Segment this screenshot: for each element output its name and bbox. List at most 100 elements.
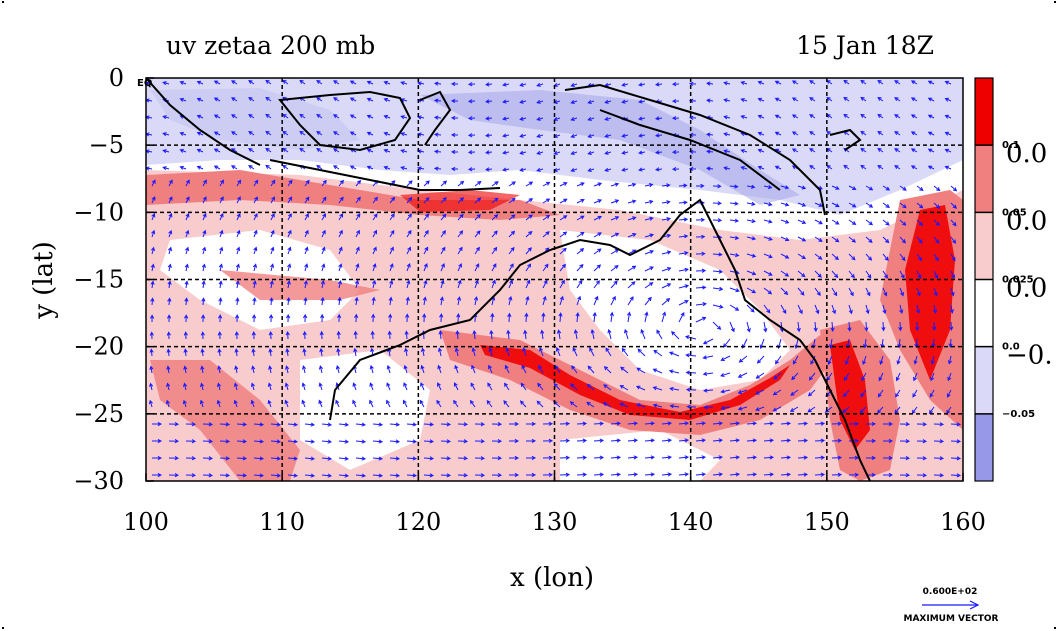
- wind-vector: [162, 149, 170, 154]
- wind-vector: [406, 196, 413, 204]
- wind-vector: [236, 212, 241, 221]
- wind-vector: [474, 246, 480, 255]
- x-tick-label: 150: [804, 508, 850, 536]
- wind-vector: [774, 97, 782, 102]
- wind-vector: [895, 372, 901, 382]
- wind-vector: [231, 80, 238, 85]
- wind-vector: [910, 131, 918, 136]
- wind-vector: [950, 219, 957, 227]
- wind-vector: [542, 214, 551, 221]
- wind-vector: [406, 439, 418, 444]
- wind-vector: [638, 150, 646, 155]
- wind-vector: [757, 114, 765, 119]
- wind-vector: [168, 229, 173, 238]
- wind-vector: [644, 266, 654, 272]
- wind-vector: [933, 422, 945, 427]
- wind-vector: [848, 455, 860, 460]
- wind-vector: [150, 280, 155, 289]
- wind-vector: [403, 364, 408, 374]
- wind-vector: [168, 421, 180, 427]
- wind-vector: [814, 421, 826, 426]
- wind-vector: [916, 304, 921, 314]
- wind-vector: [763, 438, 775, 443]
- wind-vector: [389, 196, 396, 204]
- y-axis: 0 −5 −10 −15 −20 −25 −30: [73, 64, 154, 495]
- wind-vector: [878, 372, 884, 382]
- wind-vector: [321, 213, 327, 221]
- wind-vector: [403, 382, 408, 391]
- wind-vector: [179, 165, 187, 170]
- wind-vector: [593, 199, 603, 204]
- wind-vector: [712, 472, 724, 477]
- wind-vector: [738, 355, 748, 363]
- wind-vector: [253, 456, 265, 461]
- wind-vector: [848, 287, 854, 297]
- wind-vector: [216, 399, 221, 408]
- wind-vector: [473, 296, 479, 306]
- wind-vector: [589, 347, 595, 357]
- wind-vector: [654, 133, 663, 138]
- wind-vector: [944, 148, 952, 153]
- wind-vector: [485, 150, 493, 155]
- wind-vector: [644, 183, 654, 188]
- wind-vector: [554, 364, 561, 374]
- wind-vector: [814, 236, 823, 242]
- wind-vector: [231, 131, 238, 136]
- wind-vector: [519, 99, 527, 104]
- wind-vector: [338, 229, 343, 238]
- wind-vector: [219, 422, 231, 427]
- wind-vector: [678, 251, 689, 256]
- wind-vector: [703, 405, 714, 410]
- wind-vector: [406, 456, 418, 461]
- wind-vector: [576, 295, 582, 306]
- coastlines: [146, 78, 871, 481]
- wind-vector: [253, 422, 265, 427]
- wind-vector: [219, 229, 224, 238]
- wind-vector: [810, 355, 816, 365]
- wind-vector: [729, 287, 740, 293]
- wind-vector: [474, 422, 486, 427]
- wind-vector: [780, 202, 790, 207]
- wind-vector: [184, 263, 189, 272]
- wind-vector: [372, 456, 384, 461]
- wind-vector: [621, 150, 629, 155]
- wind-vector: [321, 179, 327, 187]
- wind-vector: [423, 196, 430, 204]
- wind-vector: [219, 196, 224, 204]
- wind-vector: [352, 382, 357, 391]
- wind-vector: [661, 200, 671, 205]
- wind-vector: [320, 279, 325, 289]
- wind-vector: [338, 263, 343, 272]
- wind-vector: [304, 229, 309, 238]
- wind-vector: [508, 197, 516, 204]
- wind-vector: [720, 355, 731, 361]
- wind-vector: [791, 148, 799, 153]
- wind-vector: [422, 296, 427, 306]
- wind-vector: [882, 219, 890, 226]
- wind-vector: [404, 347, 409, 357]
- wind-vector: [570, 133, 578, 138]
- wind-vector: [542, 263, 549, 272]
- wind-vector: [644, 199, 654, 204]
- wind-vector: [831, 270, 839, 279]
- wind-vector: [592, 311, 597, 323]
- wind-vector: [304, 213, 309, 221]
- wind-vector: [809, 165, 816, 170]
- wind-vector: [814, 202, 823, 207]
- wind-vector: [316, 164, 323, 170]
- wind-vector: [151, 179, 156, 187]
- wind-vector: [335, 399, 340, 408]
- wind-vector: [457, 279, 462, 289]
- wind-vector: [467, 99, 476, 104]
- wind-vector: [860, 113, 867, 119]
- wind-vector: [218, 280, 223, 289]
- wind-vector: [253, 212, 258, 221]
- wind-vector: [536, 150, 544, 155]
- wind-vector: [182, 399, 187, 408]
- wind-vector: [706, 132, 714, 137]
- wind-vector: [457, 213, 464, 221]
- wind-vector: [168, 212, 173, 221]
- wind-vector: [644, 311, 649, 323]
- wind-vector: [559, 438, 571, 443]
- wind-vector: [842, 406, 850, 414]
